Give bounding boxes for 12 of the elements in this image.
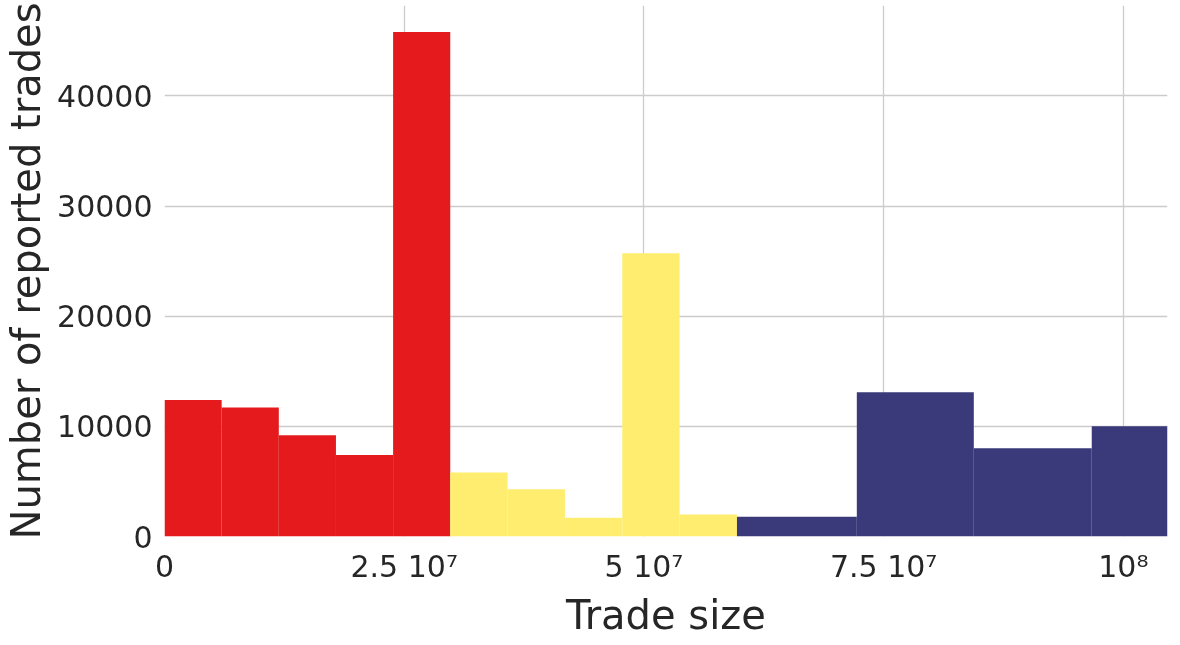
x-axis-title: Trade size <box>565 591 766 638</box>
x-tick-label: 0 <box>154 548 175 584</box>
x-tick-label: 10⁸ <box>1098 548 1149 584</box>
y-tick-label: 10000 <box>57 409 153 445</box>
y-tick-label: 0 <box>133 519 153 555</box>
y-tick-label: 40000 <box>57 78 153 114</box>
y-axis-title: Number of reported trades <box>3 2 50 540</box>
y-tick-label: 30000 <box>57 189 153 224</box>
y-tick-label: 20000 <box>57 299 153 335</box>
x-tick-label: 5 10⁷ <box>604 548 684 584</box>
x-tick-label: 2.5 10⁷ <box>350 548 458 584</box>
x-tick-label: 7.5 10⁷ <box>829 548 938 584</box>
